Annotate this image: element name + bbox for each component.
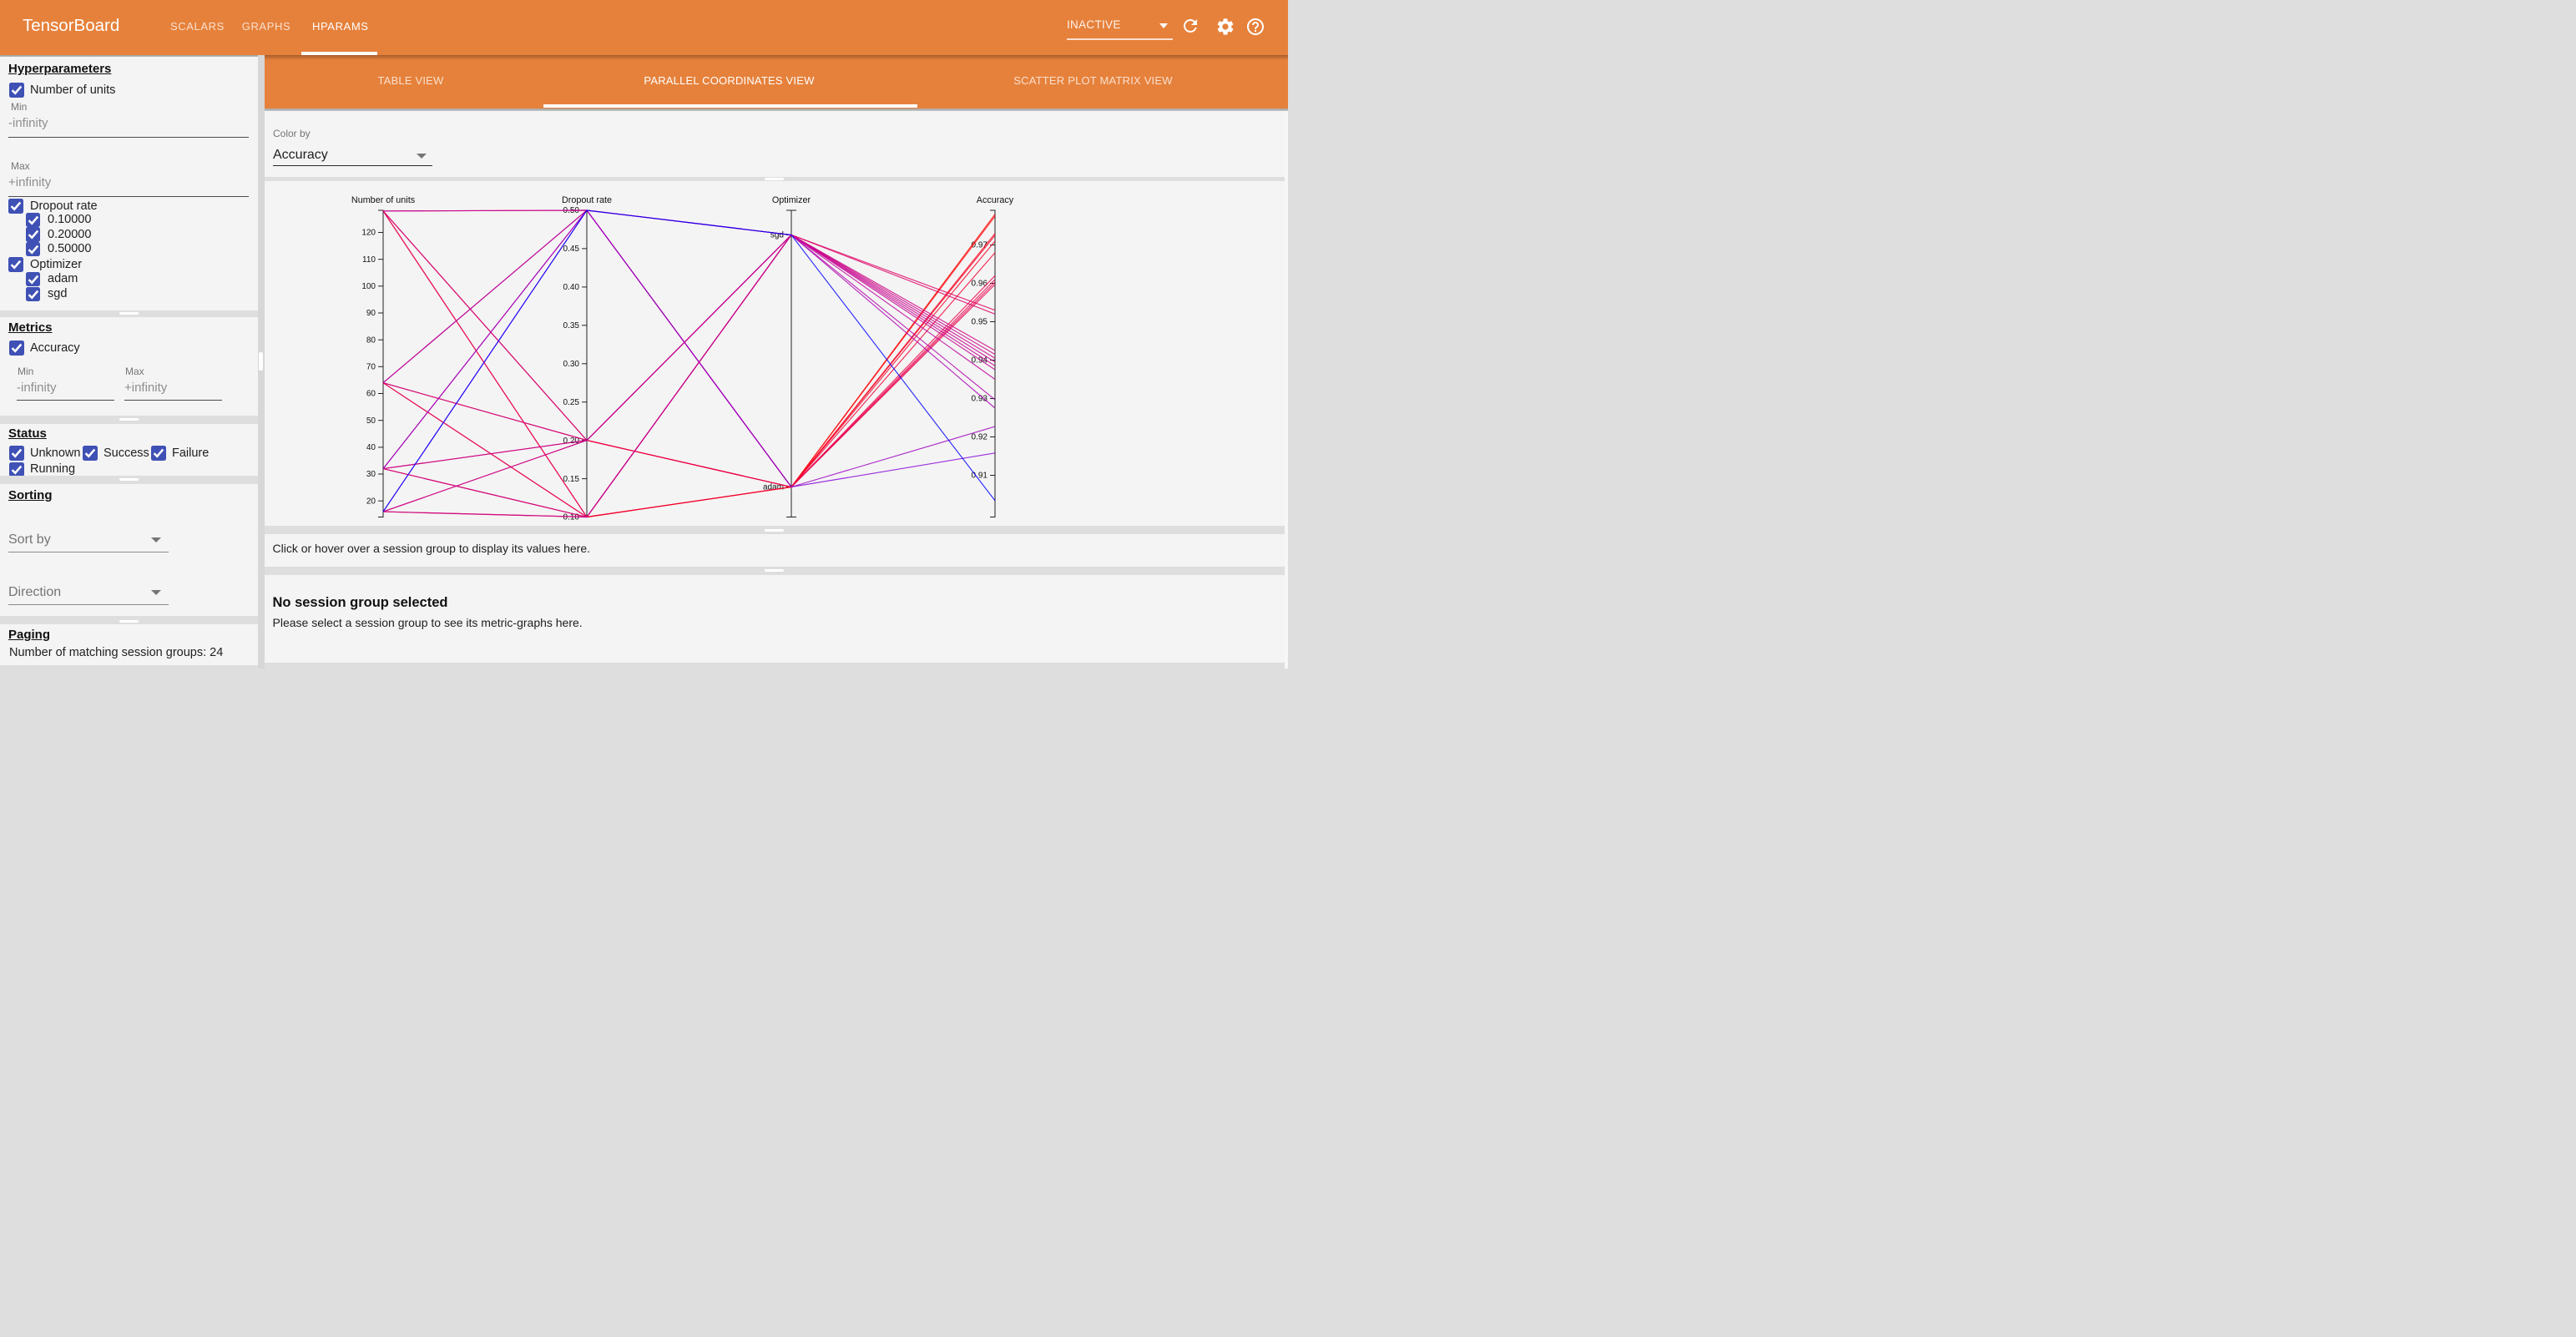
svg-text:0.15: 0.15 [563, 475, 579, 484]
svg-text:sgd: sgd [770, 231, 783, 240]
svg-text:0.50: 0.50 [563, 206, 579, 215]
svg-text:0.96: 0.96 [971, 280, 987, 289]
svg-text:0.95: 0.95 [971, 318, 987, 327]
svg-text:0.91: 0.91 [971, 472, 987, 481]
svg-text:0.45: 0.45 [563, 245, 579, 254]
svg-text:Dropout rate: Dropout rate [561, 195, 611, 205]
svg-text:0.30: 0.30 [563, 360, 579, 369]
svg-text:30: 30 [366, 470, 376, 479]
svg-text:0.35: 0.35 [563, 321, 579, 330]
svg-text:adam: adam [762, 483, 783, 492]
svg-text:80: 80 [366, 336, 376, 345]
svg-text:0.94: 0.94 [971, 356, 987, 366]
svg-text:110: 110 [362, 255, 376, 265]
svg-text:Accuracy: Accuracy [976, 195, 1013, 205]
svg-text:90: 90 [366, 309, 376, 318]
svg-text:0.92: 0.92 [971, 433, 987, 442]
svg-text:0.25: 0.25 [563, 398, 579, 407]
svg-text:70: 70 [366, 363, 376, 372]
svg-text:Optimizer: Optimizer [771, 195, 811, 205]
svg-text:60: 60 [366, 390, 376, 399]
svg-text:Number of units: Number of units [351, 195, 415, 205]
svg-text:100: 100 [361, 282, 376, 291]
svg-text:0.20: 0.20 [563, 436, 579, 446]
svg-text:0.93: 0.93 [971, 395, 987, 404]
svg-text:0.97: 0.97 [971, 241, 987, 250]
svg-text:120: 120 [361, 229, 376, 238]
svg-text:40: 40 [366, 443, 376, 452]
svg-text:0.10: 0.10 [563, 513, 579, 522]
svg-text:20: 20 [366, 497, 376, 506]
svg-text:50: 50 [366, 416, 376, 426]
svg-text:0.40: 0.40 [563, 283, 579, 292]
